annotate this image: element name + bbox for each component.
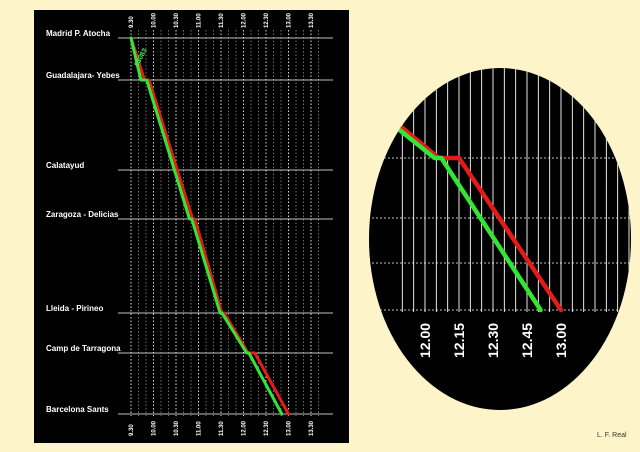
bottom-tick-label: 12.00 xyxy=(242,420,248,436)
station-label-calatayud: Calatayud xyxy=(46,161,84,170)
station-lines xyxy=(118,37,333,415)
bottom-time-ticks: 9.30 10.00 10.30 11.00 11.30 12.00 12.30 13.00 1… xyxy=(129,420,315,436)
top-tick-label: 9.30 xyxy=(129,16,135,28)
top-tick-label: 12.00 xyxy=(242,12,248,28)
bottom-tick-label: 9.30 xyxy=(129,424,135,436)
station-label-zaragoza-delicias: Zaragoza - Delicias xyxy=(46,210,119,219)
zoom-time-label: 12.45 xyxy=(519,323,535,358)
zoom-series-line-red xyxy=(369,95,564,313)
main-plot-panel xyxy=(34,10,349,443)
zoom-content xyxy=(369,68,631,313)
bottom-tick-label: 13.00 xyxy=(287,420,293,436)
top-tick-label: 13.30 xyxy=(309,12,315,28)
bottom-tick-label: 11.00 xyxy=(197,421,203,436)
top-tick-label: 13.00 xyxy=(287,12,293,28)
zoom-time-labels: 12.00 12.15 12.30 12.45 13.00 xyxy=(417,323,569,358)
top-tick-label: 12.30 xyxy=(264,12,270,28)
station-label-madrid-p-atocha: Madrid P. Atocha xyxy=(46,29,111,38)
bottom-tick-label: 13.30 xyxy=(309,420,315,436)
station-label-guadalajara-yebes: Guadalajara- Yebes xyxy=(46,71,120,80)
main-series xyxy=(129,36,290,416)
main-grid xyxy=(130,30,319,416)
top-time-ticks: 9.30 10.00 10.30 11.00 11.30 12.00 12.30 13.00 1… xyxy=(129,12,315,28)
station-label-lleida-pirineo: Lleida - Pirineo xyxy=(46,304,103,313)
top-tick-label: 10.00 xyxy=(152,12,158,28)
top-tick-label: 11.00 xyxy=(197,13,203,28)
station-labels: Madrid P. Atocha Guadalajara- Yebes Calata… xyxy=(46,29,121,414)
bottom-tick-label: 12.30 xyxy=(264,420,270,436)
credit-text: L. F. Real xyxy=(597,432,627,439)
zoom-time-label: 13.00 xyxy=(553,323,569,358)
top-tick-label: 11.30 xyxy=(219,13,225,28)
station-label-barcelona-sants: Barcelona Sants xyxy=(46,405,109,414)
bottom-tick-label: 11.30 xyxy=(219,421,225,436)
zoom-time-label: 12.00 xyxy=(417,323,433,358)
bottom-tick-label: 10.00 xyxy=(152,420,158,436)
bottom-tick-label: 10.30 xyxy=(174,420,180,436)
zoom-time-label: 12.15 xyxy=(451,323,467,358)
series-line-green xyxy=(129,36,284,416)
station-label-camp-de-tarragona: Camp de Tarragona xyxy=(46,344,121,353)
top-tick-label: 10.30 xyxy=(174,12,180,28)
zoom-time-label: 12.30 xyxy=(485,323,501,358)
